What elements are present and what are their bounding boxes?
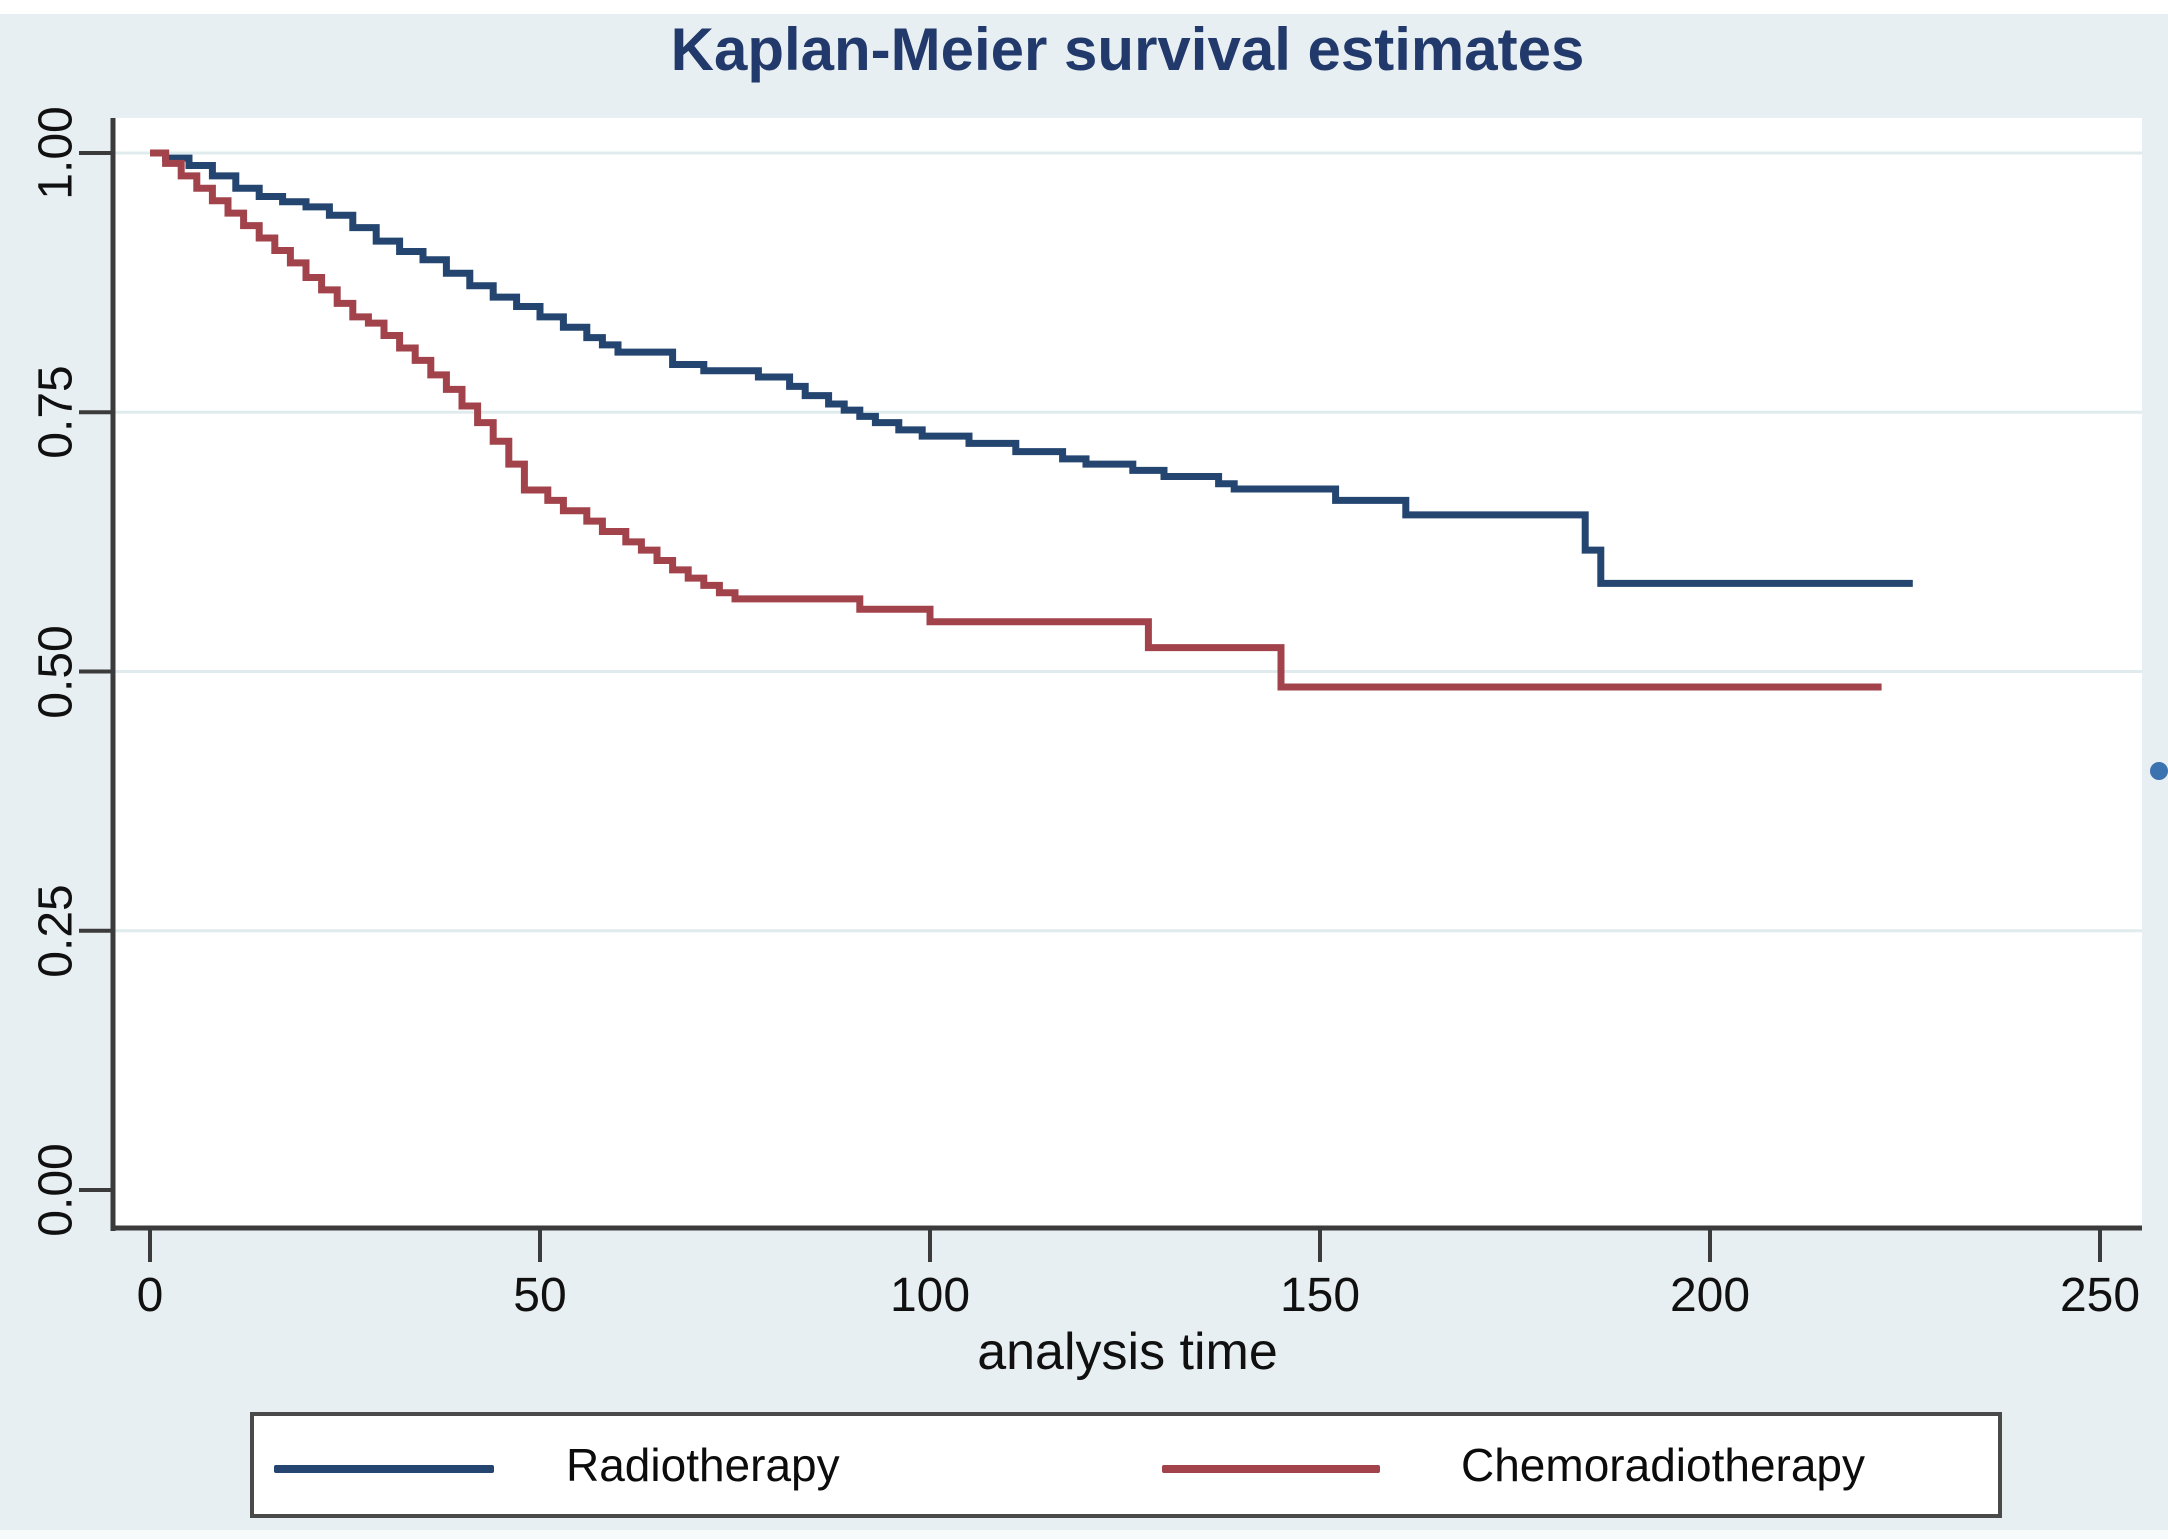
chart-title: Kaplan-Meier survival estimates	[670, 16, 1585, 83]
x-tick-label-200: 200	[1669, 1269, 1751, 1322]
x-tick-label-150: 150	[1279, 1269, 1361, 1322]
legend-box: Radiotherapy Chemoradiotherapy	[250, 1412, 2002, 1518]
y-tick-label-0.00: 0.00	[29, 1143, 83, 1237]
stray-dot-artifact	[2150, 762, 2168, 780]
x-tick-label-0: 0	[136, 1269, 164, 1322]
x-axis-title: analysis time	[977, 1323, 1278, 1381]
y-tick-label-0.50: 0.50	[29, 624, 83, 719]
y-tick-label-0.75: 0.75	[29, 365, 83, 459]
legend-swatch-chemoradiotherapy	[1162, 1465, 1380, 1473]
y-tick-label-0.25: 0.25	[29, 884, 83, 978]
x-tick-label-50: 50	[513, 1269, 567, 1322]
bottom-margin-strip	[0, 1530, 2168, 1539]
survival-curve-chemoradiotherapy	[150, 149, 1882, 691]
survival-curve-radiotherapy	[150, 149, 1913, 587]
x-tick-label-250: 250	[2059, 1269, 2141, 1322]
y-tick-label-1.00: 1.00	[29, 106, 83, 200]
legend-label-chemoradiotherapy: Chemoradiotherapy	[1461, 1439, 1866, 1491]
legend-swatch-radiotherapy	[274, 1465, 494, 1473]
legend-label-radiotherapy: Radiotherapy	[566, 1439, 840, 1491]
top-margin-strip	[0, 0, 2168, 14]
x-tick-label-100: 100	[889, 1269, 971, 1322]
